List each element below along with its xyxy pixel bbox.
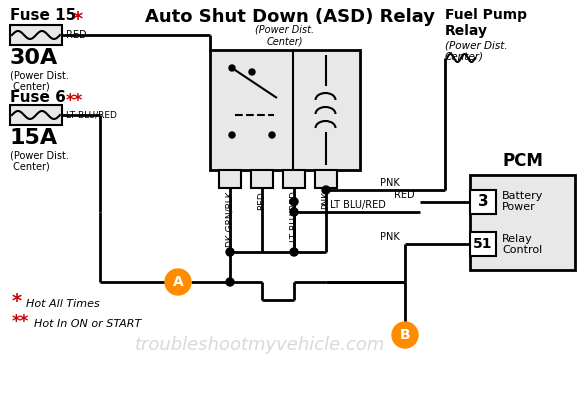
Text: (Power Dist.
 Center): (Power Dist. Center): [10, 70, 69, 92]
Text: (Power Dist.
Center): (Power Dist. Center): [255, 24, 314, 46]
Text: DK GRN/BLK: DK GRN/BLK: [226, 191, 234, 247]
Circle shape: [229, 132, 235, 138]
Circle shape: [290, 198, 298, 206]
Text: RED: RED: [258, 191, 266, 210]
Circle shape: [392, 322, 418, 348]
Circle shape: [290, 208, 298, 216]
Text: 3: 3: [478, 194, 488, 209]
Text: PNK: PNK: [380, 232, 400, 242]
Text: (Power Dist.
 Center): (Power Dist. Center): [10, 150, 69, 172]
Text: *: *: [73, 10, 83, 29]
Bar: [315, 170, 337, 188]
Text: 15A: 15A: [10, 128, 58, 148]
Circle shape: [229, 65, 235, 71]
Text: Battery
Power: Battery Power: [502, 191, 543, 212]
Circle shape: [226, 278, 234, 286]
Text: (Power Dist.
Center): (Power Dist. Center): [445, 40, 508, 62]
Text: A: A: [173, 275, 183, 289]
Bar: [283, 170, 305, 188]
Text: Fuel Pump
Relay: Fuel Pump Relay: [445, 8, 527, 38]
Bar: [251, 170, 273, 188]
Text: Relay
Control: Relay Control: [502, 234, 542, 255]
Circle shape: [269, 132, 275, 138]
Text: PNK: PNK: [321, 191, 331, 209]
Bar: [470, 190, 496, 214]
Text: LT BLU/RED: LT BLU/RED: [330, 200, 386, 210]
Bar: [10, 25, 62, 45]
Bar: [219, 170, 241, 188]
Text: *: *: [12, 292, 22, 312]
Text: RED: RED: [394, 190, 415, 200]
Circle shape: [226, 248, 234, 256]
Text: RED: RED: [66, 30, 86, 40]
Text: LT BLU/RED: LT BLU/RED: [289, 191, 299, 242]
Circle shape: [165, 269, 191, 295]
Text: Hot All Times: Hot All Times: [26, 299, 100, 309]
Text: B: B: [400, 328, 410, 342]
Text: Auto Shut Down (ASD) Relay: Auto Shut Down (ASD) Relay: [145, 8, 435, 26]
Text: troubleshootmyvehicle.com: troubleshootmyvehicle.com: [135, 336, 385, 354]
Text: Fuse 15: Fuse 15: [10, 8, 76, 23]
Bar: [210, 50, 360, 170]
Text: 30A: 30A: [10, 48, 58, 68]
Text: **: **: [66, 92, 84, 110]
Bar: [470, 175, 575, 270]
Text: **: **: [12, 313, 29, 331]
Text: LT BLU/RED: LT BLU/RED: [66, 110, 117, 120]
Circle shape: [322, 186, 330, 194]
Bar: [10, 105, 62, 125]
Bar: [470, 232, 496, 256]
Text: Fuse 6: Fuse 6: [10, 90, 66, 105]
Circle shape: [249, 69, 255, 75]
Text: 51: 51: [473, 237, 493, 251]
Text: PCM: PCM: [502, 152, 543, 170]
Circle shape: [290, 248, 298, 256]
Text: Hot In ON or START: Hot In ON or START: [34, 319, 142, 329]
Text: PNK: PNK: [380, 178, 400, 188]
